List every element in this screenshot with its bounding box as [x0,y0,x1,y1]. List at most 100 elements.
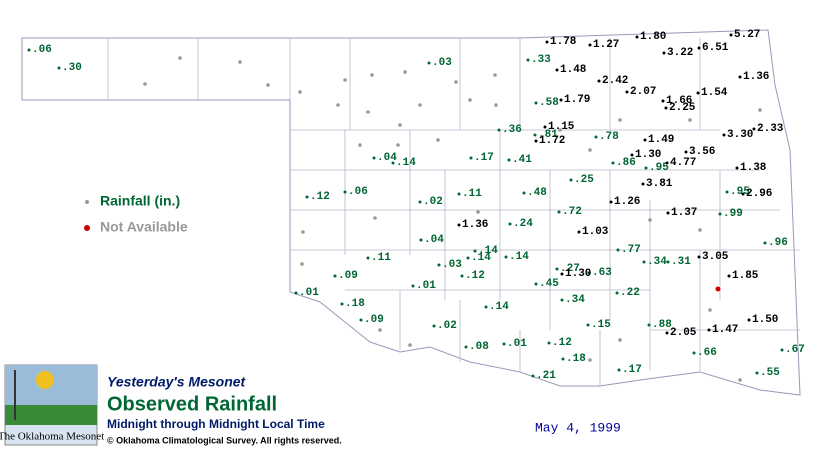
station-dot [555,68,559,72]
rainfall-value: 1.38 [740,162,767,174]
rainfall-value: .17 [474,152,494,164]
station-dot [427,61,431,65]
station-dot [502,342,506,346]
station-dot [561,357,565,361]
rainfall-value: .14 [471,252,491,264]
rainfall-value: .33 [531,54,551,66]
rainfall-value: 1.85 [732,270,759,282]
station-dot [531,374,535,378]
rainfall-value: 1.03 [582,226,609,238]
rainfall-value: 1.36 [462,219,488,231]
station-dot [666,260,670,264]
station-dot [635,35,639,39]
rainfall-value: .24 [513,218,533,230]
station-dot [493,73,497,77]
legend-rainfall: Rainfall (in.) [100,193,180,209]
station-dot [557,210,561,214]
station-dot [333,274,337,278]
station-dot [457,223,461,227]
station-dot [616,248,620,252]
station-dot [408,343,412,347]
station-dot [358,143,362,147]
station-dot [665,161,669,165]
rainfall-value: .48 [527,187,547,199]
rainfall-value: .01 [416,280,436,292]
rainfall-value: .58 [539,97,559,109]
station-dot [468,98,472,102]
station-dot [666,211,670,215]
station-dot [708,308,712,312]
station-dot [305,195,309,199]
station-dot [534,282,538,286]
rainfall-value: 1.72 [539,135,565,147]
station-dot [178,56,182,60]
logo-text: The Oklahoma Mesonet [0,431,104,443]
station-dot [454,80,458,84]
station-dot [300,262,304,266]
station-dot [586,323,590,327]
rainfall-value: .21 [536,370,556,382]
rainfall-value: .31 [671,256,691,268]
title: Observed Rainfall [107,393,277,415]
station-dot [618,338,622,342]
legend-not-available: Not Available [100,219,188,235]
station-dot [648,218,652,222]
rainfall-value: 1.27 [593,39,619,51]
station-dot [343,190,347,194]
station-dot [336,103,340,107]
station-dot [647,323,651,327]
station-dot [466,256,470,260]
station-dot [735,166,739,170]
station-dot [298,90,302,94]
rainfall-value: .03 [442,259,462,271]
station-dot [543,125,547,129]
logo: The Oklahoma Mesonet [0,364,104,446]
rainfall-value: .14 [396,157,416,169]
rainfall-value: 1.79 [564,94,590,106]
station-dot [664,106,668,110]
station-dot [697,255,701,259]
station-dot [526,58,530,62]
station-dot [559,98,563,102]
rainfall-value: 3.81 [646,178,673,190]
station-dot [555,267,559,271]
rainfall-value: .45 [539,278,559,290]
station-dot [727,274,731,278]
station-dot [391,161,395,165]
rainfall-value: .99 [723,208,743,220]
station-dot [763,241,767,245]
station-dot [780,348,784,352]
rainfall-value: .63 [592,267,612,279]
station-dot [725,190,729,194]
county-lines [107,38,800,386]
station-dot [707,328,711,332]
station-dot [641,182,645,186]
rainfall-value: .34 [565,294,585,306]
subtitle: Midnight through Midnight Local Time [107,417,325,431]
station-dot [418,200,422,204]
station-dot [366,110,370,114]
station-dot [418,103,422,107]
station-dot [597,79,601,83]
rainfall-value: .34 [647,256,667,268]
station-dot [366,256,370,260]
station-dot [437,263,441,267]
station-dot [143,82,147,86]
rainfall-value: 1.49 [648,134,674,146]
station-dot [372,156,376,160]
station-dot [469,156,473,160]
station-dot [755,371,759,375]
rainfall-value: .41 [512,154,532,166]
station-dot [577,230,581,234]
rainfall-value: .67 [785,344,805,356]
rainfall-value: .09 [338,270,358,282]
rainfall-value: 1.36 [743,71,769,83]
station-dot [359,318,363,322]
rainfall-value: .95 [730,186,750,198]
station-dot [617,368,621,372]
station-dot [547,341,551,345]
rainfall-value: .86 [616,157,636,169]
station-dot [684,150,688,154]
rainfall-value: .12 [465,270,485,282]
